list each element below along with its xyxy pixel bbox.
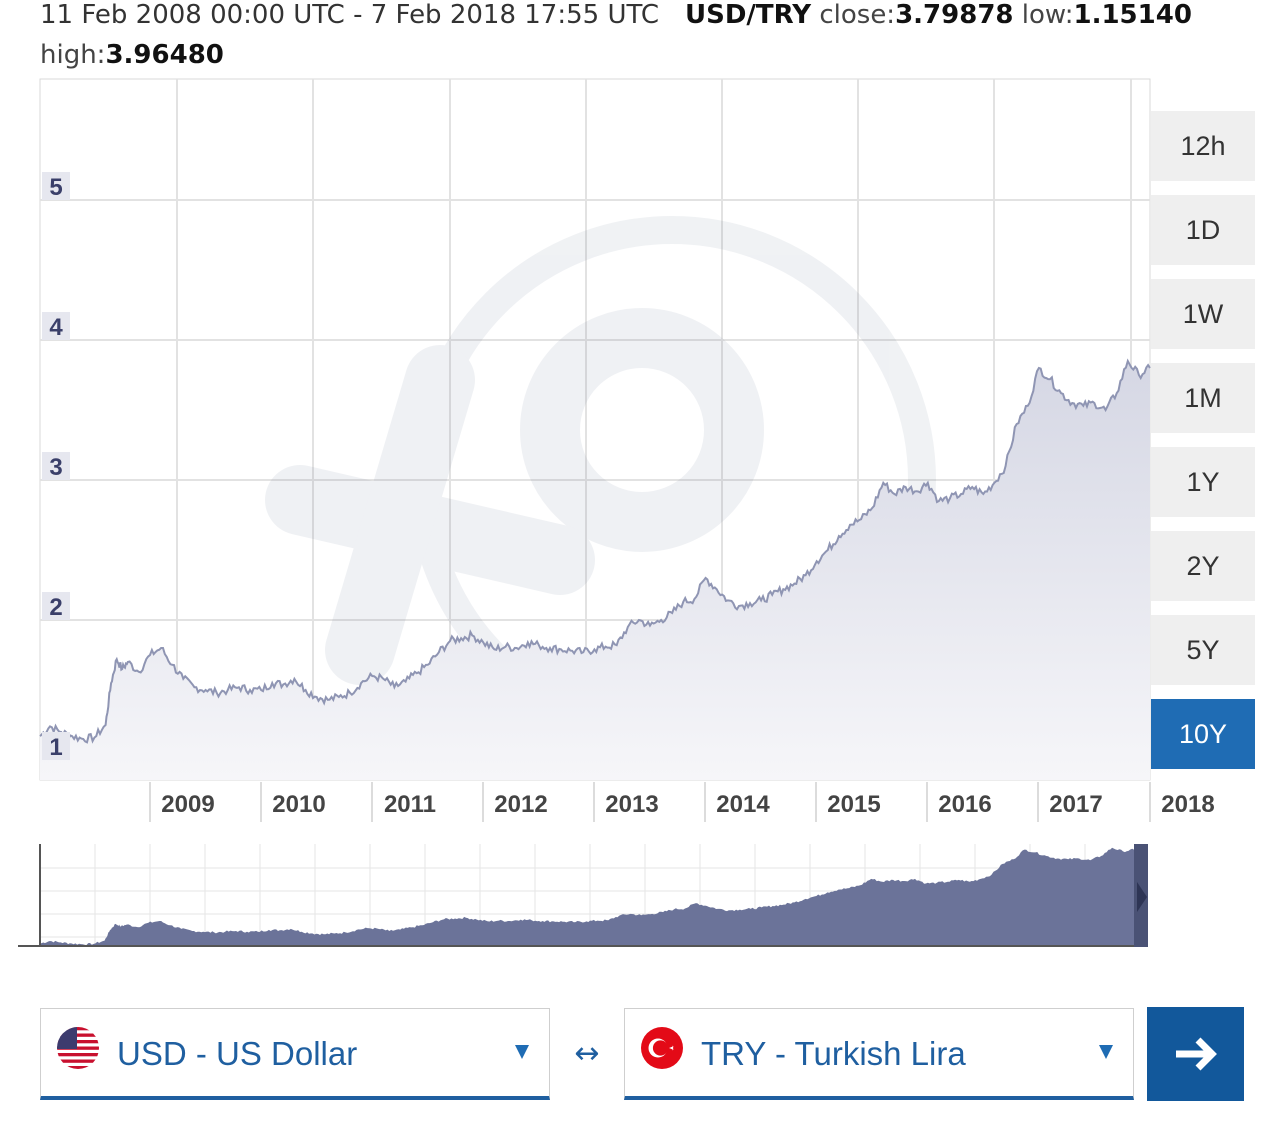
close-value: 3.79878 (895, 0, 1014, 30)
high-label: high: (40, 40, 106, 70)
to-currency-label: TRY - Turkish Lira (701, 1035, 966, 1072)
x-tick-label: 2018 (1161, 791, 1214, 818)
x-tick-label: 2015 (827, 791, 880, 818)
chevron-down-icon (515, 1045, 529, 1059)
range-button-1d[interactable]: 1D (1151, 195, 1255, 265)
navigator-right-handle[interactable] (1134, 844, 1148, 947)
chart-area-fill (40, 361, 1150, 780)
chart-series-line (39, 358, 1151, 744)
range-button-10y[interactable]: 10Y (1151, 699, 1255, 769)
chart-header-line1: 11 Feb 2008 00:00 UTC - 7 Feb 2018 17:55… (40, 0, 1192, 30)
y-tick-label-bg (42, 592, 70, 620)
arrow-right-icon (1175, 1037, 1217, 1071)
y-tick-label-bg (42, 452, 70, 480)
convert-go-button[interactable] (1147, 1007, 1244, 1101)
close-label: close: (819, 0, 896, 30)
y-tick-label: 3 (49, 454, 62, 481)
to-currency-select[interactable]: TRY - Turkish Lira (624, 1008, 1134, 1100)
navigator-area (40, 847, 1134, 946)
xe-watermark-logo (265, 216, 936, 744)
y-tick-label: 1 (49, 734, 62, 761)
high-value: 3.96480 (105, 40, 224, 70)
x-tick-label: 2016 (938, 791, 991, 818)
range-button-5y[interactable]: 5Y (1151, 615, 1255, 685)
currency-pair: USD/TRY (685, 0, 812, 30)
y-tick-label-bg (42, 312, 70, 340)
date-range-text: 11 Feb 2008 00:00 UTC - 7 Feb 2018 17:55… (40, 0, 659, 30)
x-tick-label: 2009 (161, 791, 214, 818)
range-button-1w[interactable]: 1W (1151, 279, 1255, 349)
swap-icon[interactable]: ↔ (574, 1036, 600, 1071)
x-tick-label: 2010 (272, 791, 325, 818)
x-tick-label: 2011 (384, 791, 436, 818)
chevron-down-icon (1099, 1045, 1113, 1059)
from-currency-label: USD - US Dollar (117, 1035, 358, 1072)
chart-header-line2: high:3.96480 (40, 40, 224, 70)
us-flag-icon (57, 1027, 99, 1069)
x-axis-labels: 2009 2010 2011 2012 2013 2014 2015 2016 2017 2018 (149, 782, 1215, 822)
y-tick-label: 4 (49, 314, 63, 341)
y-tick-label: 5 (49, 174, 62, 201)
range-button-2y[interactable]: 2Y (1151, 531, 1255, 601)
tr-flag-icon (641, 1027, 683, 1069)
x-tick-label: 2014 (716, 791, 770, 818)
x-tick-label: 2013 (605, 791, 658, 818)
range-button-1m[interactable]: 1M (1151, 363, 1255, 433)
x-tick-label: 2012 (494, 791, 547, 818)
range-button-1y[interactable]: 1Y (1151, 447, 1255, 517)
range-button-12h[interactable]: 12h (1151, 111, 1255, 181)
x-tick-label: 2017 (1049, 791, 1102, 818)
y-axis-labels: 1 2 3 4 5 (42, 172, 70, 761)
low-value: 1.15140 (1073, 0, 1192, 30)
y-tick-label: 2 (49, 594, 62, 621)
y-tick-label-bg (42, 732, 70, 760)
from-currency-select[interactable]: USD - US Dollar (40, 1008, 550, 1100)
low-label: low: (1021, 0, 1074, 30)
y-tick-label-bg (42, 172, 70, 200)
